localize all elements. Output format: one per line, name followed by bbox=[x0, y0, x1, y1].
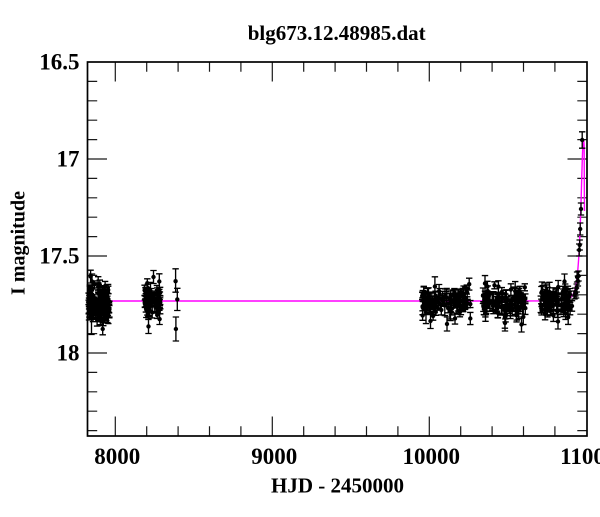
svg-text:16.5: 16.5 bbox=[39, 50, 79, 75]
svg-text:I magnitude: I magnitude bbox=[8, 191, 30, 295]
svg-text:17.5: 17.5 bbox=[39, 244, 79, 269]
svg-text:17: 17 bbox=[57, 147, 80, 172]
svg-text:10000: 10000 bbox=[403, 444, 461, 469]
svg-text:blg673.12.48985.dat: blg673.12.48985.dat bbox=[248, 21, 426, 45]
svg-text:9000: 9000 bbox=[251, 444, 297, 469]
svg-text:11000: 11000 bbox=[560, 444, 600, 469]
svg-text:8000: 8000 bbox=[94, 444, 140, 469]
svg-text:HJD - 2450000: HJD - 2450000 bbox=[271, 474, 404, 498]
svg-text:18: 18 bbox=[57, 341, 80, 366]
